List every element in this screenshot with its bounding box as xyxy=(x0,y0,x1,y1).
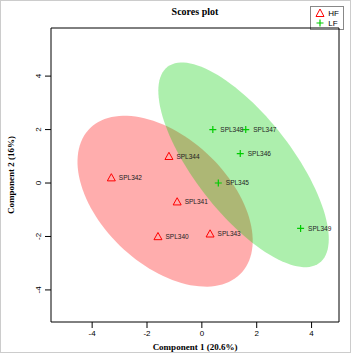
svg-text:SPL346: SPL346 xyxy=(248,150,272,157)
svg-text:2: 2 xyxy=(254,329,259,338)
html-text:Scores plot: Scores plot xyxy=(171,6,219,17)
svg-text:SPL342: SPL342 xyxy=(119,174,143,181)
svg-text:Component 2 (16%): Component 2 (16%) xyxy=(8,136,16,214)
svg-text:0: 0 xyxy=(200,329,205,338)
svg-text:-4: -4 xyxy=(89,329,97,338)
svg-text:2: 2 xyxy=(34,127,43,132)
svg-text:4: 4 xyxy=(309,329,314,338)
svg-text:SPL345: SPL345 xyxy=(226,179,250,186)
svg-text:SPL343: SPL343 xyxy=(218,230,242,237)
svg-text:0: 0 xyxy=(34,180,43,185)
svg-text:SPL347: SPL347 xyxy=(253,126,277,133)
svg-text:SPL349: SPL349 xyxy=(308,225,332,232)
svg-text:-2: -2 xyxy=(143,329,151,338)
svg-text:-2: -2 xyxy=(34,232,43,240)
svg-text:-4: -4 xyxy=(34,286,43,294)
svg-text:SPL340: SPL340 xyxy=(165,233,189,240)
svg-text:SPL348: SPL348 xyxy=(220,126,244,133)
svg-text:4: 4 xyxy=(34,73,43,78)
svg-text:SPL341: SPL341 xyxy=(185,198,209,205)
html-text:LF: LF xyxy=(328,18,338,28)
svg-text:SPL344: SPL344 xyxy=(176,153,200,160)
html-text:HF: HF xyxy=(328,8,339,18)
svg-text:Component 1 (20.6%): Component 1 (20.6%) xyxy=(153,342,238,352)
